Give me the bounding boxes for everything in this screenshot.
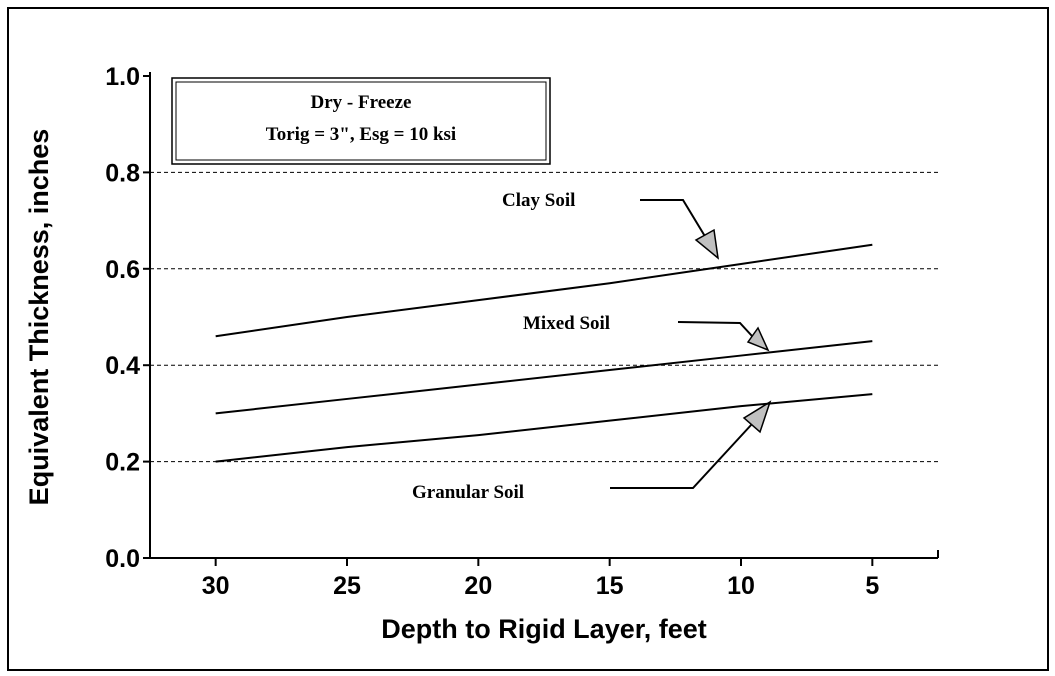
series-label: Clay Soil — [502, 190, 575, 211]
x-tick-label: 10 — [727, 572, 755, 600]
note: Torig = 3", Esg = 10 ksi — [266, 124, 456, 145]
series-line — [215, 243, 873, 338]
x-tick-label: 20 — [464, 572, 492, 600]
series-label: Granular Soil — [412, 482, 524, 503]
series-line — [215, 393, 873, 463]
x-axis-title: Depth to Rigid Layer, feet — [381, 614, 707, 644]
note-box — [171, 77, 551, 165]
x-tick-label: 15 — [596, 572, 624, 600]
frame — [7, 7, 1049, 671]
arrows — [610, 199, 753, 489]
arrow-heads — [694, 228, 772, 434]
y-axis-title: Equivalent Thickness, inches — [24, 129, 54, 506]
x-tick-label: 5 — [865, 572, 879, 600]
y-tick-label: 1.0 — [105, 63, 140, 91]
series-line — [215, 340, 873, 415]
x-tick-label: 25 — [333, 572, 361, 600]
x-tick-label: 30 — [202, 572, 230, 600]
note-box-inner — [175, 81, 547, 161]
y-tick-label: 0.2 — [105, 449, 140, 477]
y-tick-label: 0.4 — [105, 352, 140, 380]
y-tick-label: 0.8 — [105, 159, 140, 187]
note: Dry - Freeze — [311, 92, 412, 113]
y-tick-label: 0.6 — [105, 256, 140, 284]
y-tick-label: 0.0 — [105, 545, 140, 573]
series-label: Mixed Soil — [523, 313, 610, 334]
